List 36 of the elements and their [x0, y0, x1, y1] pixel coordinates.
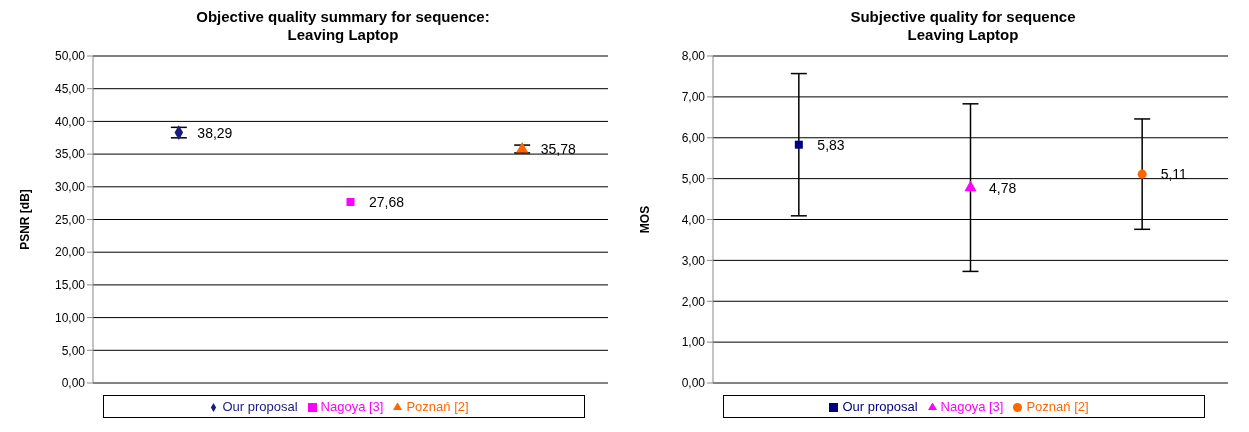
y-tick-label: 0,00 — [61, 376, 86, 391]
y-axis-title: PSNR [dB] — [18, 189, 33, 250]
data-label: 5,83 — [817, 136, 845, 153]
y-axis-title: MOS — [638, 205, 653, 234]
data-label: 5,11 — [1160, 166, 1188, 183]
legend-label: Our proposal — [842, 399, 918, 414]
y-tick-label: 1,00 — [681, 335, 706, 350]
y-tick-label: 45,00 — [54, 81, 86, 96]
y-tick-label: 35,00 — [54, 147, 86, 162]
legend-label: Our proposal — [222, 399, 298, 414]
data-label: 4,78 — [989, 179, 1017, 196]
y-tick-label: 15,00 — [54, 278, 86, 293]
legend-label: Nagoya [3] — [940, 399, 1004, 414]
chart-title: Objective quality summary for sequence: Leaving Laptop — [195, 8, 491, 44]
y-tick-label: 10,00 — [54, 310, 86, 325]
y-tick-label: 25,00 — [54, 212, 86, 227]
y-tick-label: 20,00 — [54, 245, 86, 260]
y-tick-label: 3,00 — [681, 253, 706, 268]
data-label: 27,68 — [369, 193, 405, 210]
data-label: 38,29 — [197, 124, 233, 141]
y-tick-label: 5,00 — [681, 171, 706, 186]
y-tick-label: 30,00 — [54, 180, 86, 195]
y-tick-label: 8,00 — [681, 49, 706, 64]
y-tick-label: 6,00 — [681, 131, 706, 146]
y-tick-label: 7,00 — [681, 90, 706, 105]
data-label: 35,78 — [540, 140, 576, 157]
y-tick-label: 0,00 — [681, 376, 706, 391]
legend-label: Poznań [2] — [406, 399, 469, 414]
chart-title: Subjective quality for sequence Leaving Laptop — [849, 8, 1077, 44]
y-tick-label: 40,00 — [54, 114, 86, 129]
y-tick-label: 50,00 — [54, 49, 86, 64]
legend-label: Nagoya [3] — [320, 399, 384, 414]
y-tick-label: 2,00 — [681, 294, 706, 309]
y-tick-label: 5,00 — [61, 343, 86, 358]
y-tick-label: 4,00 — [681, 212, 706, 227]
legend-label: Poznań [2] — [1026, 399, 1089, 414]
